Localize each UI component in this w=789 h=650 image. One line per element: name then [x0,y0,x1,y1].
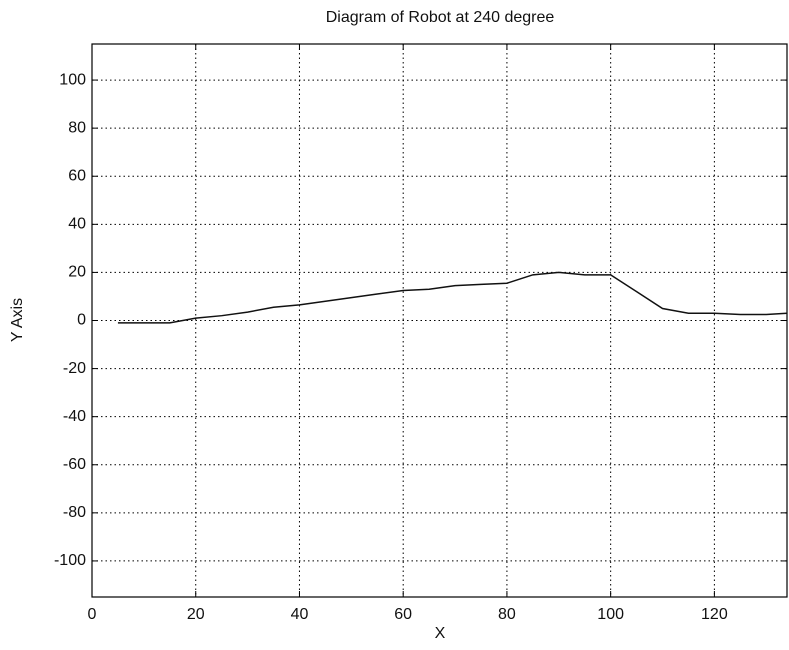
y-tick-label: -80 [63,504,86,521]
x-tick-label: 60 [394,606,412,623]
x-tick-label: 20 [187,606,205,623]
x-tick-label: 100 [597,606,624,623]
x-axis-label: X [435,625,446,642]
plot-frame [91,43,788,598]
y-tick-label: -100 [54,552,86,569]
x-tick-label: 80 [498,606,516,623]
y-tick-label: -60 [63,456,86,473]
y-tick-label: 100 [59,71,86,88]
y-tick-label: 80 [68,119,86,136]
y-axis-label: Y Axis [9,298,26,342]
y-tick-label: -20 [63,360,86,377]
y-tick-label: -40 [63,408,86,425]
chart-title: Diagram of Robot at 240 degree [326,9,555,26]
y-tick-label: 0 [77,312,86,329]
y-tick-label: 40 [68,216,86,233]
x-tick-label: 120 [701,606,728,623]
x-tick-label: 0 [88,606,97,623]
y-tick-label: 20 [68,264,86,281]
x-tick-label: 40 [291,606,309,623]
data-line [117,271,788,324]
y-tick-label: 60 [68,167,86,184]
